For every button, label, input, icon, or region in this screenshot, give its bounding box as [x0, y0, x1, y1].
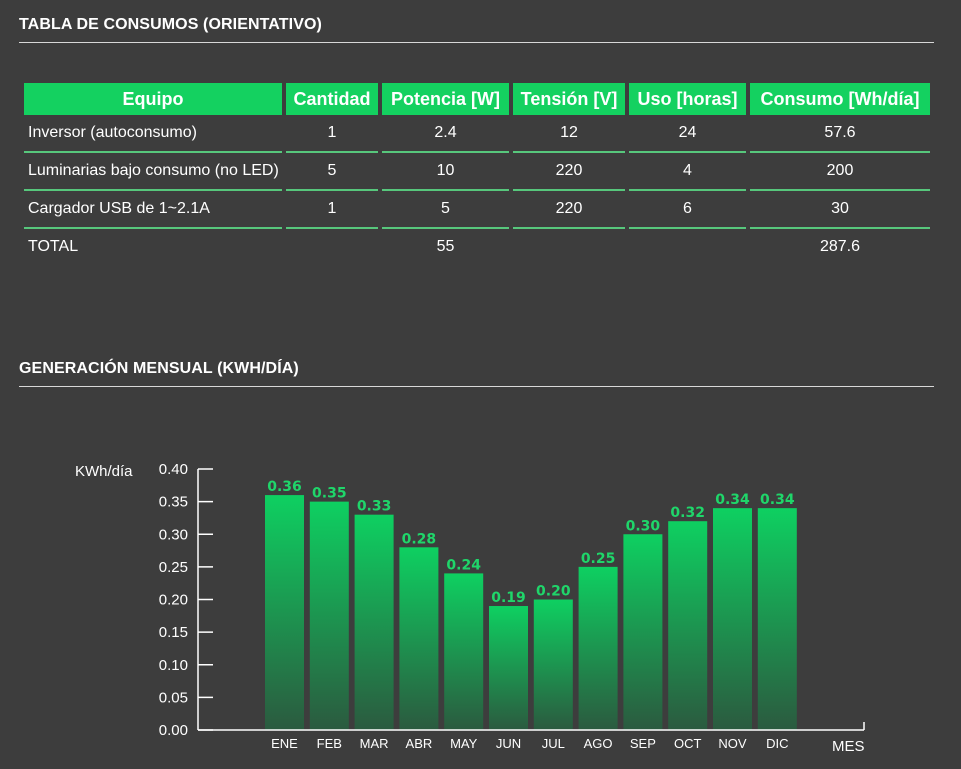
data-label: 0.35	[312, 486, 347, 502]
data-label: 0.32	[670, 505, 705, 521]
data-label: 0.30	[626, 518, 661, 534]
bar-jul	[533, 599, 573, 730]
cell-total-uso	[629, 229, 746, 267]
cell-consumo: 200	[750, 153, 930, 191]
bar-ene	[265, 495, 304, 730]
cell-tension: 12	[513, 115, 625, 153]
header-uso: Uso [horas]	[629, 80, 746, 115]
y-tick-label: 0.15	[159, 624, 188, 641]
data-label: 0.36	[267, 479, 302, 495]
data-label: 0.28	[402, 531, 437, 547]
x-tick-label: ABR	[406, 736, 433, 751]
x-axis-title: MES	[832, 738, 865, 755]
x-tick-label: JUL	[542, 736, 565, 751]
y-tick-label: 0.40	[159, 461, 188, 478]
bar-sep	[623, 534, 663, 730]
table-row: Cargador USB de 1~2.1A 1 5 220 6 30	[24, 191, 930, 229]
bar-nov	[713, 508, 752, 730]
bar-may	[444, 573, 484, 730]
header-tension: Tensión [V]	[513, 80, 625, 115]
y-tick-label: 0.05	[159, 689, 188, 706]
cell-cantidad: 1	[286, 191, 378, 229]
cell-consumo: 57.6	[750, 115, 930, 153]
cell-potencia: 2.4	[382, 115, 509, 153]
header-equipo: Equipo	[24, 80, 282, 115]
data-label: 0.34	[715, 492, 750, 508]
y-tick-label: 0.35	[159, 494, 188, 511]
x-tick-label: NOV	[718, 736, 747, 751]
cell-uso: 24	[629, 115, 746, 153]
data-label: 0.19	[491, 590, 526, 606]
chart-section-title: GENERACIÓN MENSUAL (KWH/DÍA)	[19, 360, 934, 387]
bar-abr	[399, 547, 439, 730]
cell-total-consumo: 287.6	[819, 238, 861, 255]
data-label: 0.25	[581, 551, 616, 567]
x-tick-label: AGO	[584, 736, 613, 751]
table-row: Luminarias bajo consumo (no LED) 5 10 22…	[24, 153, 930, 191]
x-tick-label: MAR	[360, 736, 389, 751]
cell-equipo: Inversor (autoconsumo)	[24, 115, 282, 153]
cell-cantidad: 5	[286, 153, 378, 191]
table-header-row: Equipo Cantidad Potencia [W] Tensión [V]…	[24, 80, 930, 115]
y-tick-label: 0.25	[159, 559, 188, 576]
data-label: 0.34	[760, 492, 795, 508]
bar-feb	[309, 501, 349, 730]
cell-potencia: 5	[382, 191, 509, 229]
cell-total-label: TOTAL	[28, 238, 79, 255]
table-section-title: TABLA DE CONSUMOS (ORIENTATIVO)	[19, 16, 934, 43]
x-tick-label: ENE	[271, 736, 298, 751]
x-tick-label: SEP	[630, 736, 656, 751]
bar-jun	[489, 606, 528, 730]
header-cantidad: Cantidad	[286, 80, 378, 115]
header-potencia: Potencia [W]	[382, 80, 509, 115]
x-tick-label: DIC	[766, 736, 788, 751]
bar-mar	[354, 514, 394, 730]
consumption-table: Equipo Cantidad Potencia [W] Tensión [V]…	[20, 80, 934, 267]
x-tick-label: JUN	[496, 736, 521, 751]
data-label: 0.20	[536, 584, 571, 600]
cell-potencia: 10	[382, 153, 509, 191]
table-row: Inversor (autoconsumo) 1 2.4 12 24 57.6	[24, 115, 930, 153]
cell-tension: 220	[513, 191, 625, 229]
cell-equipo: Cargador USB de 1~2.1A	[24, 191, 282, 229]
cell-uso: 4	[629, 153, 746, 191]
header-consumo: Consumo [Wh/día]	[750, 80, 930, 115]
bar-ago	[578, 566, 618, 730]
cell-total-potencia: 55	[436, 238, 455, 255]
x-tick-label: FEB	[317, 736, 342, 751]
bar-dic	[757, 508, 797, 730]
x-tick-label: MAY	[450, 736, 478, 751]
bar-oct	[668, 521, 708, 730]
y-tick-label: 0.00	[159, 722, 188, 739]
cell-tension: 220	[513, 153, 625, 191]
y-tick-label: 0.30	[159, 526, 188, 543]
cell-cantidad: 1	[286, 115, 378, 153]
x-tick-label: OCT	[674, 736, 702, 751]
y-tick-label: 0.10	[159, 657, 188, 674]
cell-equipo: Luminarias bajo consumo (no LED)	[24, 153, 282, 191]
cell-uso: 6	[629, 191, 746, 229]
cell-total-cantidad	[286, 229, 378, 267]
table-total-row: TOTAL 55 287.6	[24, 229, 930, 267]
monthly-generation-chart: 0.36 ENE 0.35 FEB 0.33 MAR 0.28 ABR 0.24 MAY 0.19 J…	[75, 461, 865, 755]
cell-total-tension	[513, 229, 625, 267]
cell-consumo: 30	[750, 191, 930, 229]
data-label: 0.33	[357, 499, 392, 515]
y-tick-label: 0.20	[159, 592, 188, 609]
data-label: 0.24	[446, 557, 481, 573]
y-axis-title: KWh/día	[75, 463, 133, 480]
